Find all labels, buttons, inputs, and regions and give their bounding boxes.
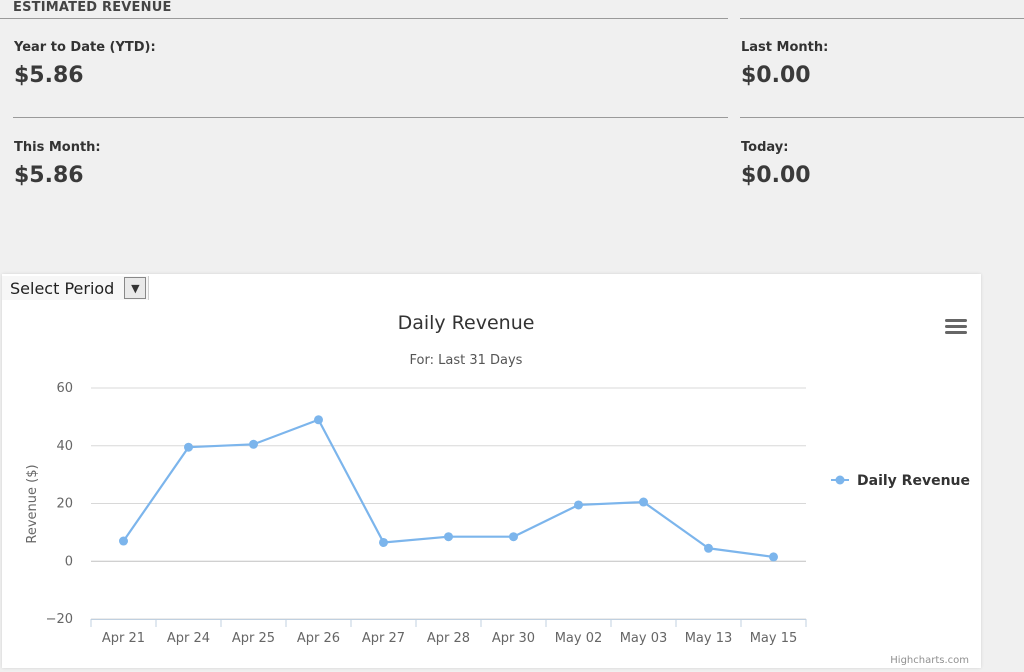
y-tick-label: 40 (56, 439, 73, 454)
x-tick-label: Apr 21 (102, 631, 145, 646)
x-tick-label: May 15 (750, 631, 798, 646)
data-point (704, 543, 713, 553)
ytd-label: Year to Date (YTD): (14, 40, 156, 55)
data-point (249, 439, 258, 449)
y-tick-label: 20 (56, 497, 73, 512)
legend-marker (835, 475, 845, 485)
period-select-label: Select Period (10, 278, 115, 298)
chart-title: Daily Revenue (398, 312, 535, 334)
x-tick-label: Apr 26 (297, 631, 340, 646)
data-point (509, 532, 518, 542)
y-tick-label: −20 (46, 612, 73, 627)
x-tick-label: May 02 (555, 631, 603, 646)
divider (0, 18, 728, 19)
ytd-value: $5.86 (14, 63, 84, 88)
legend[interactable]: Daily Revenue (831, 473, 970, 489)
y-tick-label: 60 (56, 381, 73, 396)
data-point (184, 442, 193, 452)
data-point (444, 532, 453, 542)
this-month-value: $5.86 (14, 163, 84, 188)
period-select[interactable]: Select Period ▼ (2, 276, 150, 300)
y-axis-title: Revenue ($) (25, 464, 40, 543)
data-point (119, 536, 128, 546)
chevron-down-icon[interactable]: ▼ (124, 277, 147, 299)
daily-revenue-chart: Daily Revenue For: Last 31 Days Revenue … (25, 312, 970, 666)
x-tick-label: Apr 28 (427, 631, 470, 646)
data-point (769, 552, 778, 562)
this-month-label: This Month: (14, 140, 101, 155)
divider (13, 117, 728, 118)
divider (740, 117, 1024, 118)
x-tick-label: Apr 25 (232, 631, 275, 646)
x-tick-label: Apr 27 (362, 631, 405, 646)
last-month-value: $0.00 (741, 63, 811, 88)
last-month-label: Last Month: (741, 40, 829, 55)
divider (740, 18, 1024, 19)
chart-card (2, 274, 981, 668)
today-value: $0.00 (741, 163, 811, 188)
today-label: Today: (741, 140, 789, 155)
data-point (314, 415, 323, 425)
data-point (574, 500, 583, 510)
x-tick-label: May 03 (620, 631, 668, 646)
y-tick-label: 0 (65, 554, 73, 569)
hamburger-menu-icon[interactable] (945, 319, 967, 335)
x-tick-label: Apr 24 (167, 631, 210, 646)
data-point (379, 537, 388, 547)
chart-subtitle: For: Last 31 Days (410, 353, 523, 368)
x-tick-label: May 13 (685, 631, 733, 646)
x-tick-label: Apr 30 (492, 631, 535, 646)
legend-label[interactable]: Daily Revenue (857, 473, 970, 489)
section-title: ESTIMATED REVENUE (13, 0, 172, 15)
data-point (639, 497, 648, 507)
credits-link[interactable]: Highcharts.com (890, 655, 969, 666)
